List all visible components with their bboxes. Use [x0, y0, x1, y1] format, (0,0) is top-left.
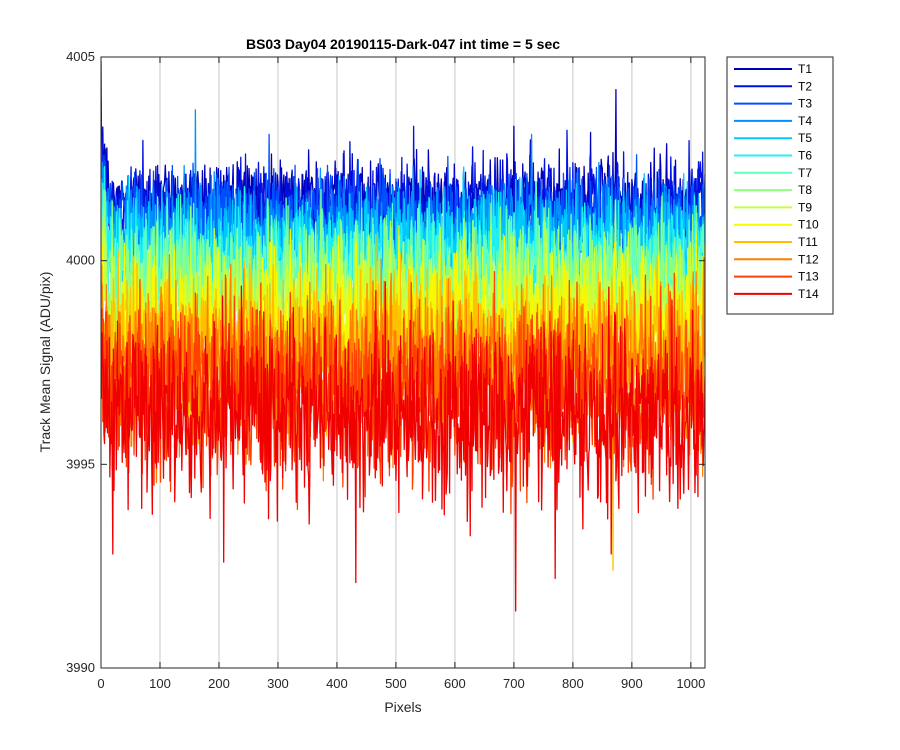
- x-tick-label: 300: [267, 676, 289, 691]
- legend-label-t2: T2: [798, 79, 812, 93]
- x-tick-label: 800: [562, 676, 584, 691]
- plot-frame: [100, 56, 706, 669]
- legend-label-t11: T11: [798, 235, 818, 249]
- legend-label-t5: T5: [798, 131, 812, 145]
- legend-label-t4: T4: [798, 114, 812, 128]
- legend-label-t6: T6: [798, 149, 812, 163]
- y-tick-label: 3990: [66, 660, 95, 675]
- legend-label-t10: T10: [798, 218, 819, 232]
- legend-label-t14: T14: [798, 287, 819, 301]
- chart-title: BS03 Day04 20190115-Dark-047 int time = …: [246, 36, 560, 52]
- legend-label-t3: T3: [798, 97, 812, 111]
- y-tick-label: 3995: [66, 456, 95, 471]
- x-tick-label: 0: [97, 676, 104, 691]
- legend-label-t7: T7: [798, 166, 812, 180]
- y-tick-label: 4005: [66, 49, 95, 64]
- legend-label-t1: T1: [798, 62, 812, 76]
- x-tick-label: 500: [385, 676, 407, 691]
- legend-label-t8: T8: [798, 183, 812, 197]
- x-tick-label: 900: [621, 676, 643, 691]
- x-axis-label: Pixels: [384, 699, 421, 715]
- legend-label-t13: T13: [798, 270, 819, 284]
- x-tick-label: 400: [326, 676, 348, 691]
- legend-label-t12: T12: [798, 252, 819, 266]
- y-axis-label: Track Mean Signal (ADU/pix): [37, 272, 53, 453]
- x-tick-label: 100: [149, 676, 171, 691]
- legend: T1 T2 T3 T4 T5 T6 T7 T8 T9 T10 T11 T12 T13 T14: [726, 56, 834, 315]
- y-tick-label: 4000: [66, 253, 95, 268]
- x-tick-label: 700: [503, 676, 525, 691]
- series-lines: [101, 61, 705, 612]
- legend-box: [726, 56, 834, 315]
- x-tick-label: 1000: [676, 676, 705, 691]
- x-tick-label: 200: [208, 676, 230, 691]
- axis-ticks: 0 100 200 300 400 500 600 700 800 900 1000 3990 3995…: [66, 49, 705, 691]
- legend-label-t9: T9: [798, 200, 812, 214]
- series-line-t14: [101, 281, 705, 612]
- x-tick-label: 600: [444, 676, 466, 691]
